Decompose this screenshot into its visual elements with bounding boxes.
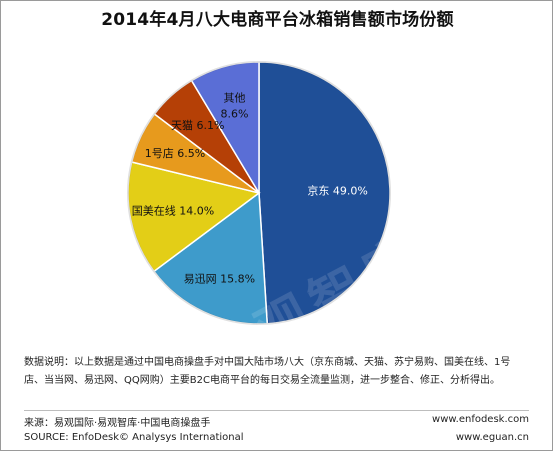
slice-label-2: 易迅网 15.8%	[184, 273, 255, 286]
slice-label-5: 天猫 6.1%	[171, 119, 224, 132]
slice-label-4: 1号店 6.5%	[145, 146, 205, 160]
source-en: SOURCE: EnfoDesk© Analysys International	[24, 432, 244, 443]
pie-outline	[127, 61, 391, 325]
data-note: 数据说明：以上数据是通过中国电商操盘手对中国大陆市场八大（京东商城、天猫、苏宁易…	[24, 357, 511, 386]
chart-title: 2014年4月八大电商平台冰箱销售额市场份额	[101, 10, 454, 30]
source-cn: 来源：易观国际·易观智库·中国电商操盘手	[24, 418, 211, 429]
pie-chart-area: 京东 49.0% 易迅网 15.8% 国美在线 14.0% 1号店 6.5% 天猫 6.…	[1, 33, 552, 390]
slice-label-1: 京东 49.0%	[307, 184, 367, 198]
site-enfodesk[interactable]: www.enfodesk.com	[432, 414, 529, 425]
pie-slice-2	[152, 191, 269, 325]
slice-value-6: 8.6%	[221, 108, 249, 121]
slice-label-6: 其他	[224, 92, 246, 105]
pie-chart: 京东 49.0% 易迅网 15.8% 国美在线 14.0% 1号店 6.5% 天猫 6.…	[127, 61, 391, 325]
footer-divider	[24, 410, 529, 411]
pie-slice-6	[190, 61, 260, 196]
site-eguan[interactable]: www.eguan.cn	[455, 432, 529, 443]
pie-slice-1	[258, 61, 391, 325]
slice-label-3: 国美在线 14.0%	[132, 204, 214, 218]
pie-slice-3	[127, 161, 261, 273]
